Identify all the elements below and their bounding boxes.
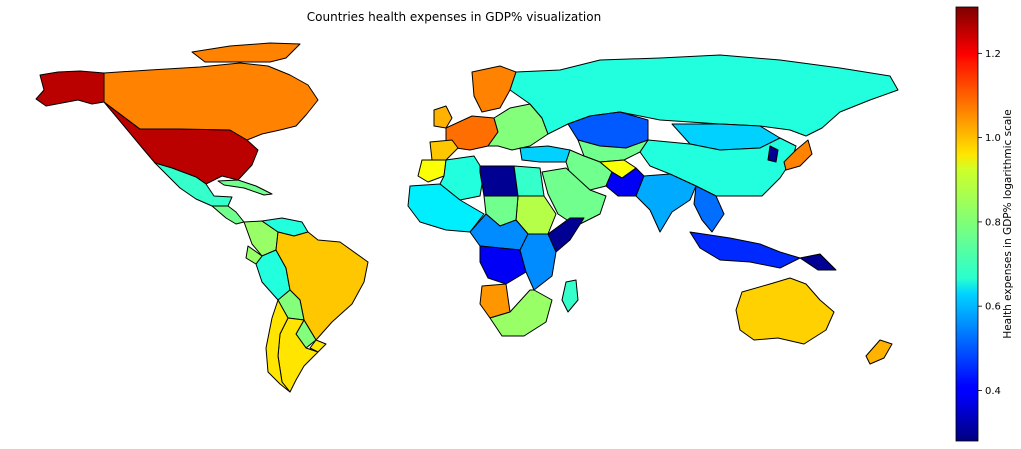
region-algeria [439, 155, 485, 201]
region-korea [767, 145, 779, 163]
region-india [635, 173, 697, 233]
region-indonesia [689, 231, 801, 269]
colorbar-tick-label: 0.4 [985, 386, 1001, 397]
region-alaska [35, 70, 105, 107]
region-ecuador [245, 245, 263, 265]
region-brazil [275, 231, 369, 341]
region-madagascar [561, 279, 579, 313]
region-morocco [417, 159, 447, 183]
region-japan [783, 139, 813, 171]
region-china [639, 137, 797, 197]
region-iberia [429, 139, 459, 161]
region-congo [479, 245, 527, 285]
region-somalia [547, 217, 585, 253]
colorbar-tick-label: 1.2 [985, 49, 1001, 60]
region-scandinavia [471, 65, 517, 113]
region-greenland [191, 42, 301, 63]
region-australia [735, 277, 835, 345]
region-southern-africa [489, 289, 553, 337]
colorbar-label: Health expenses in GDP% logarithmic scal… [1002, 109, 1014, 338]
region-uruguay [309, 339, 327, 353]
region-papua-new-guinea [799, 253, 837, 271]
region-arabian-peninsula [541, 167, 607, 227]
region-southeast-asia [693, 185, 725, 233]
colorbar-tick-label: 0.6 [985, 302, 1001, 313]
region-mexico [154, 162, 233, 207]
region-eastern-europe [487, 103, 549, 151]
region-new-zealand [865, 339, 893, 365]
colorbar-tick-label: 0.8 [985, 217, 1001, 228]
region-russia [509, 54, 899, 137]
region-united-kingdom [433, 105, 453, 129]
region-cuba [217, 179, 273, 196]
region-chile [265, 299, 291, 393]
colorbar-gradient [955, 6, 979, 442]
region-canada [103, 62, 319, 141]
chart-title: Countries health expenses in GDP% visual… [306, 10, 602, 24]
world-map [35, 42, 899, 393]
colorbar-tick-label: 1.0 [985, 133, 1001, 144]
